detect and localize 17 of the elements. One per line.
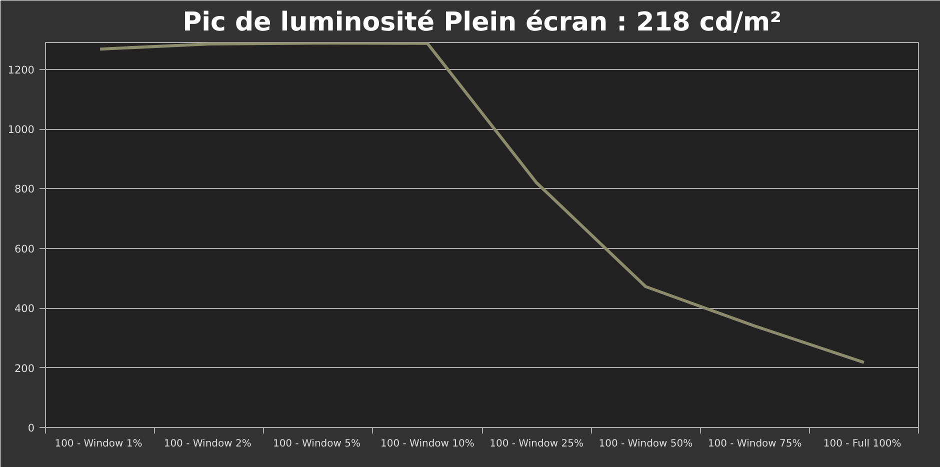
x-tick-label: 100 - Window 25% xyxy=(490,438,584,450)
x-tick-label: 100 - Window 50% xyxy=(598,438,693,450)
line-series xyxy=(98,42,866,364)
y-tick-label: 400 xyxy=(14,303,35,316)
y-tick-label: 1000 xyxy=(8,124,35,136)
x-tick-label: 100 - Full 100% xyxy=(823,438,902,450)
chart-title: Pic de luminosité Plein écran : 218 cd/m² xyxy=(182,8,782,38)
x-tick-label: 100 - Window 75% xyxy=(708,438,802,450)
x-tick-label: 100 - Window 2% xyxy=(164,438,252,450)
x-tick-label: 100 - Window 1% xyxy=(54,438,142,450)
y-tick-label: 0 xyxy=(28,422,35,434)
x-tick-label: 100 - Window 5% xyxy=(272,438,360,450)
y-tick-label: 200 xyxy=(14,362,35,375)
y-tick-label: 600 xyxy=(14,243,35,256)
x-tick-label: 100 - Window 10% xyxy=(380,438,474,450)
y-tick-label: 1200 xyxy=(8,64,35,76)
y-tick-label: 800 xyxy=(14,184,35,196)
